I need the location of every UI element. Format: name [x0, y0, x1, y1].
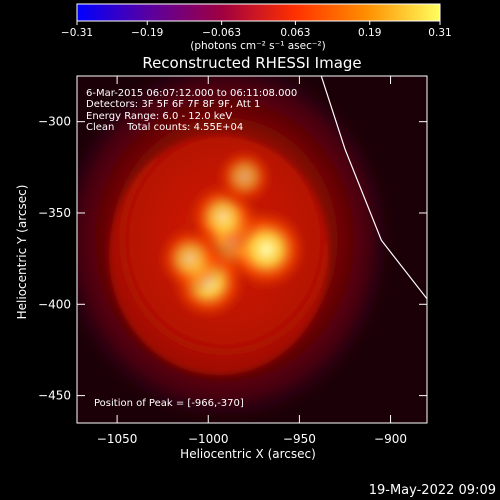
plot-frame: [76, 75, 428, 424]
annotation-time-range: 6-Mar-2015 06:07:12.000 to 06:11:08.000: [86, 88, 297, 99]
colorbar-tick-label: −0.063: [202, 27, 241, 39]
x-tick-label: −900: [374, 432, 407, 446]
y-tick-label: −300: [38, 115, 71, 129]
x-tick-label: −1050: [97, 432, 138, 446]
x-axis-label: Heliocentric X (arcsec): [180, 447, 316, 461]
emission-source: [211, 143, 278, 210]
emission-source: [153, 221, 228, 296]
colorbar-ticks: −0.31 −0.19 −0.063 0.063 0.19 0.31: [61, 21, 452, 39]
annotation-detectors: Detectors: 3F 5F 6F 7F 8F 9F, Att 1: [86, 99, 260, 110]
y-axis-label: Heliocentric Y (arcsec): [15, 185, 29, 320]
annotation-peak-position: Position of Peak = [-966,-370]: [94, 398, 244, 409]
colorbar-tick-label: 0.063: [280, 27, 310, 39]
colorbar-tick-label: 0.19: [358, 27, 381, 39]
colorbar-tick-label: −0.31: [61, 27, 93, 39]
annotation-energy-range: Energy Range: 6.0 - 12.0 keV: [86, 111, 232, 122]
colorbar-tick-label: 0.31: [428, 27, 451, 39]
colorbar: [76, 3, 441, 22]
solar-limb-curve: [320, 76, 427, 300]
annotation-clean-counts: Clean Total counts: 4.55E+04: [86, 122, 243, 133]
colorbar-tick-label: −0.19: [131, 27, 163, 39]
x-tick-label: −1000: [188, 432, 229, 446]
x-tick-label: −950: [283, 432, 316, 446]
axis-ticks: −1050 −1000 −950 −900 −300 −350 −400 −450: [38, 76, 427, 446]
chart-title: Reconstructed RHESSI Image: [142, 54, 361, 72]
footer-timestamp: 19-May-2022 09:09: [369, 483, 496, 498]
y-tick-label: −350: [38, 206, 71, 220]
y-tick-label: −400: [38, 297, 71, 311]
colorbar-units: (photons cm⁻² s⁻¹ asec⁻²): [190, 40, 325, 52]
plot-area: [77, 76, 427, 423]
heat-layer: [77, 76, 395, 423]
y-tick-label: −450: [38, 389, 71, 403]
